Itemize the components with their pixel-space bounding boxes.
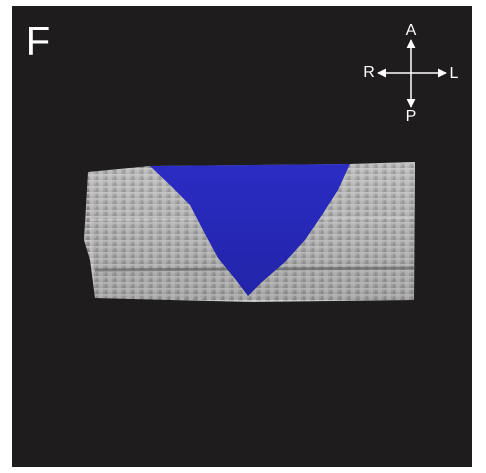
posterior-label: P [406, 108, 417, 125]
figure: F A P R L [0, 0, 486, 473]
rendering [84, 162, 415, 302]
panel-label: F [26, 20, 50, 64]
anterior-label: A [406, 22, 417, 39]
right-label: R [363, 64, 375, 81]
left-label: L [450, 65, 459, 82]
